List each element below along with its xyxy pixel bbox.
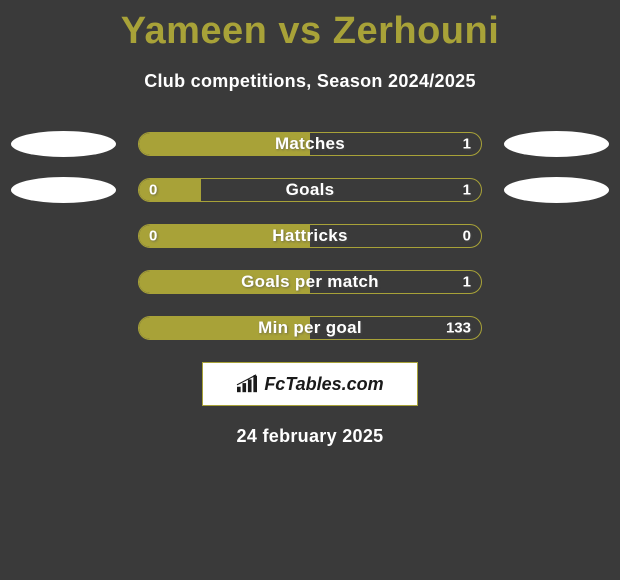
stat-label: Matches xyxy=(275,134,345,154)
logo-text: FcTables.com xyxy=(264,374,383,395)
stat-label: Goals per match xyxy=(241,272,379,292)
left-oval xyxy=(11,177,116,203)
stat-value-right: 1 xyxy=(463,182,471,199)
page-title: Yameen vs Zerhouni xyxy=(0,0,620,53)
stat-row: Hattricks 0 0 xyxy=(0,224,620,248)
stat-bar: Matches 1 xyxy=(138,132,482,156)
stat-bar: Goals 0 1 xyxy=(138,178,482,202)
stat-value-right: 133 xyxy=(446,320,471,337)
chart-bars-icon xyxy=(236,374,258,394)
date-label: 24 february 2025 xyxy=(0,426,620,447)
stat-label: Min per goal xyxy=(258,318,362,338)
stat-row: Min per goal 133 xyxy=(0,316,620,340)
stats-container: Matches 1 Goals 0 1 Hattricks 0 0 Goals per matc… xyxy=(0,132,620,340)
stat-value-right: 1 xyxy=(463,136,471,153)
stat-row: Matches 1 xyxy=(0,132,620,156)
logo-box: FcTables.com xyxy=(202,362,418,406)
right-oval xyxy=(504,131,609,157)
stat-value-left: 0 xyxy=(149,228,157,245)
stat-label: Hattricks xyxy=(272,226,347,246)
left-oval xyxy=(11,131,116,157)
stat-value-right: 0 xyxy=(463,228,471,245)
stat-row: Goals 0 1 xyxy=(0,178,620,202)
stat-value-right: 1 xyxy=(463,274,471,291)
stat-bar: Min per goal 133 xyxy=(138,316,482,340)
page-subtitle: Club competitions, Season 2024/2025 xyxy=(0,71,620,92)
right-oval xyxy=(504,177,609,203)
stat-value-left: 0 xyxy=(149,182,157,199)
stat-bar: Goals per match 1 xyxy=(138,270,482,294)
stat-bar: Hattricks 0 0 xyxy=(138,224,482,248)
stat-row: Goals per match 1 xyxy=(0,270,620,294)
stat-label: Goals xyxy=(286,180,335,200)
